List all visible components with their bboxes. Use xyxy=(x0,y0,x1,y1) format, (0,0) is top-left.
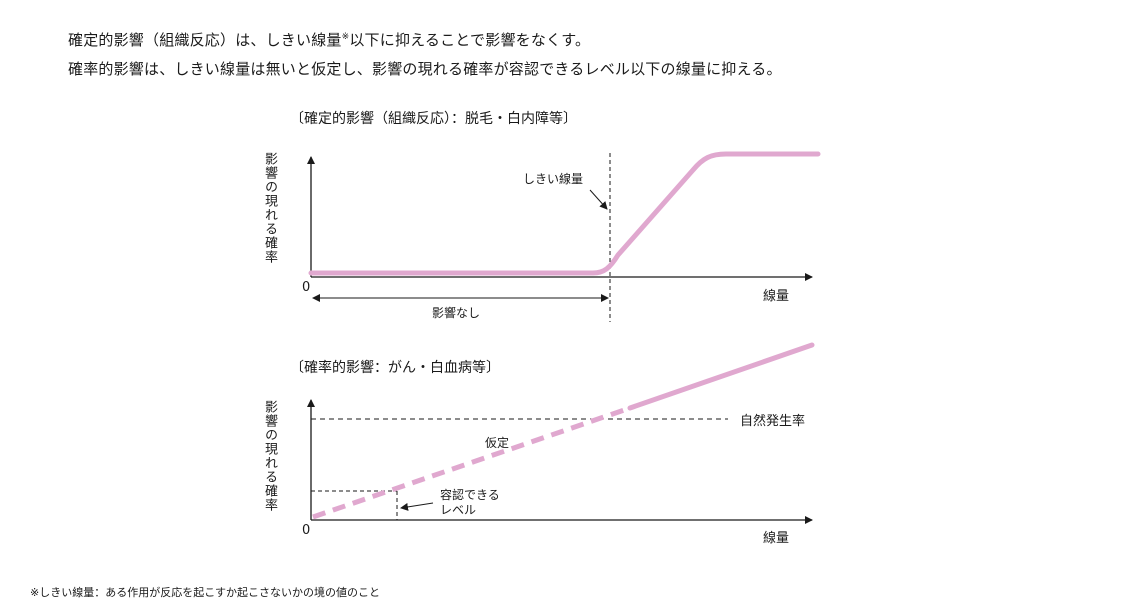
deterministic-curve xyxy=(308,151,821,276)
footnote-mark: ※ xyxy=(341,32,350,42)
stochastic-origin: 0 xyxy=(302,523,311,538)
threshold-pointer-arrow xyxy=(589,189,608,210)
stochastic-x-label: 線量 xyxy=(763,531,790,546)
stochastic-y-label: 影響の現れる確率 xyxy=(262,400,277,512)
no-effect-label: 影響なし xyxy=(432,306,481,320)
acceptable-pointer-arrow xyxy=(400,502,434,511)
deterministic-y-label: 影響の現れる確率 xyxy=(262,152,277,264)
assumed-dashed-curve xyxy=(312,405,631,520)
intro-line-1-rest: 以下に抑えることで影響をなくす。 xyxy=(349,31,591,49)
acceptable-level-label-line2: レベル xyxy=(440,503,477,517)
deterministic-title: 〔確定的影響（組織反応）：脱毛・白内障等〕 xyxy=(290,111,577,127)
intro-line-1: 確定的影響（組織反応）は、しきい線量※以下に抑えることで影響をなくす。 xyxy=(68,29,590,50)
acceptable-level-label-line1: 容認できる xyxy=(440,488,500,502)
threshold-label: しきい線量 xyxy=(523,172,584,186)
deterministic-origin: 0 xyxy=(302,280,311,295)
footnote: ※しきい線量：ある作用が反応を起こすか起こさないかの境の値のこと xyxy=(30,586,380,599)
deterministic-graph xyxy=(307,151,821,322)
intro-line-2: 確率的影響は、しきい線量は無いと仮定し、影響の現れる確率が容認できるレベル以下の… xyxy=(68,60,782,78)
deterministic-x-label: 線量 xyxy=(763,289,790,304)
stochastic-title: 〔確率的影響：がん・白血病等〕 xyxy=(290,360,500,376)
assumed-label: 仮定 xyxy=(485,436,510,450)
intro-line-1-text: 確定的影響（組織反応）は、しきい線量 xyxy=(68,31,342,49)
natural-rate-label: 自然発生率 xyxy=(740,414,806,429)
stochastic-graph xyxy=(307,342,815,524)
stochastic-solid-curve xyxy=(627,342,815,411)
